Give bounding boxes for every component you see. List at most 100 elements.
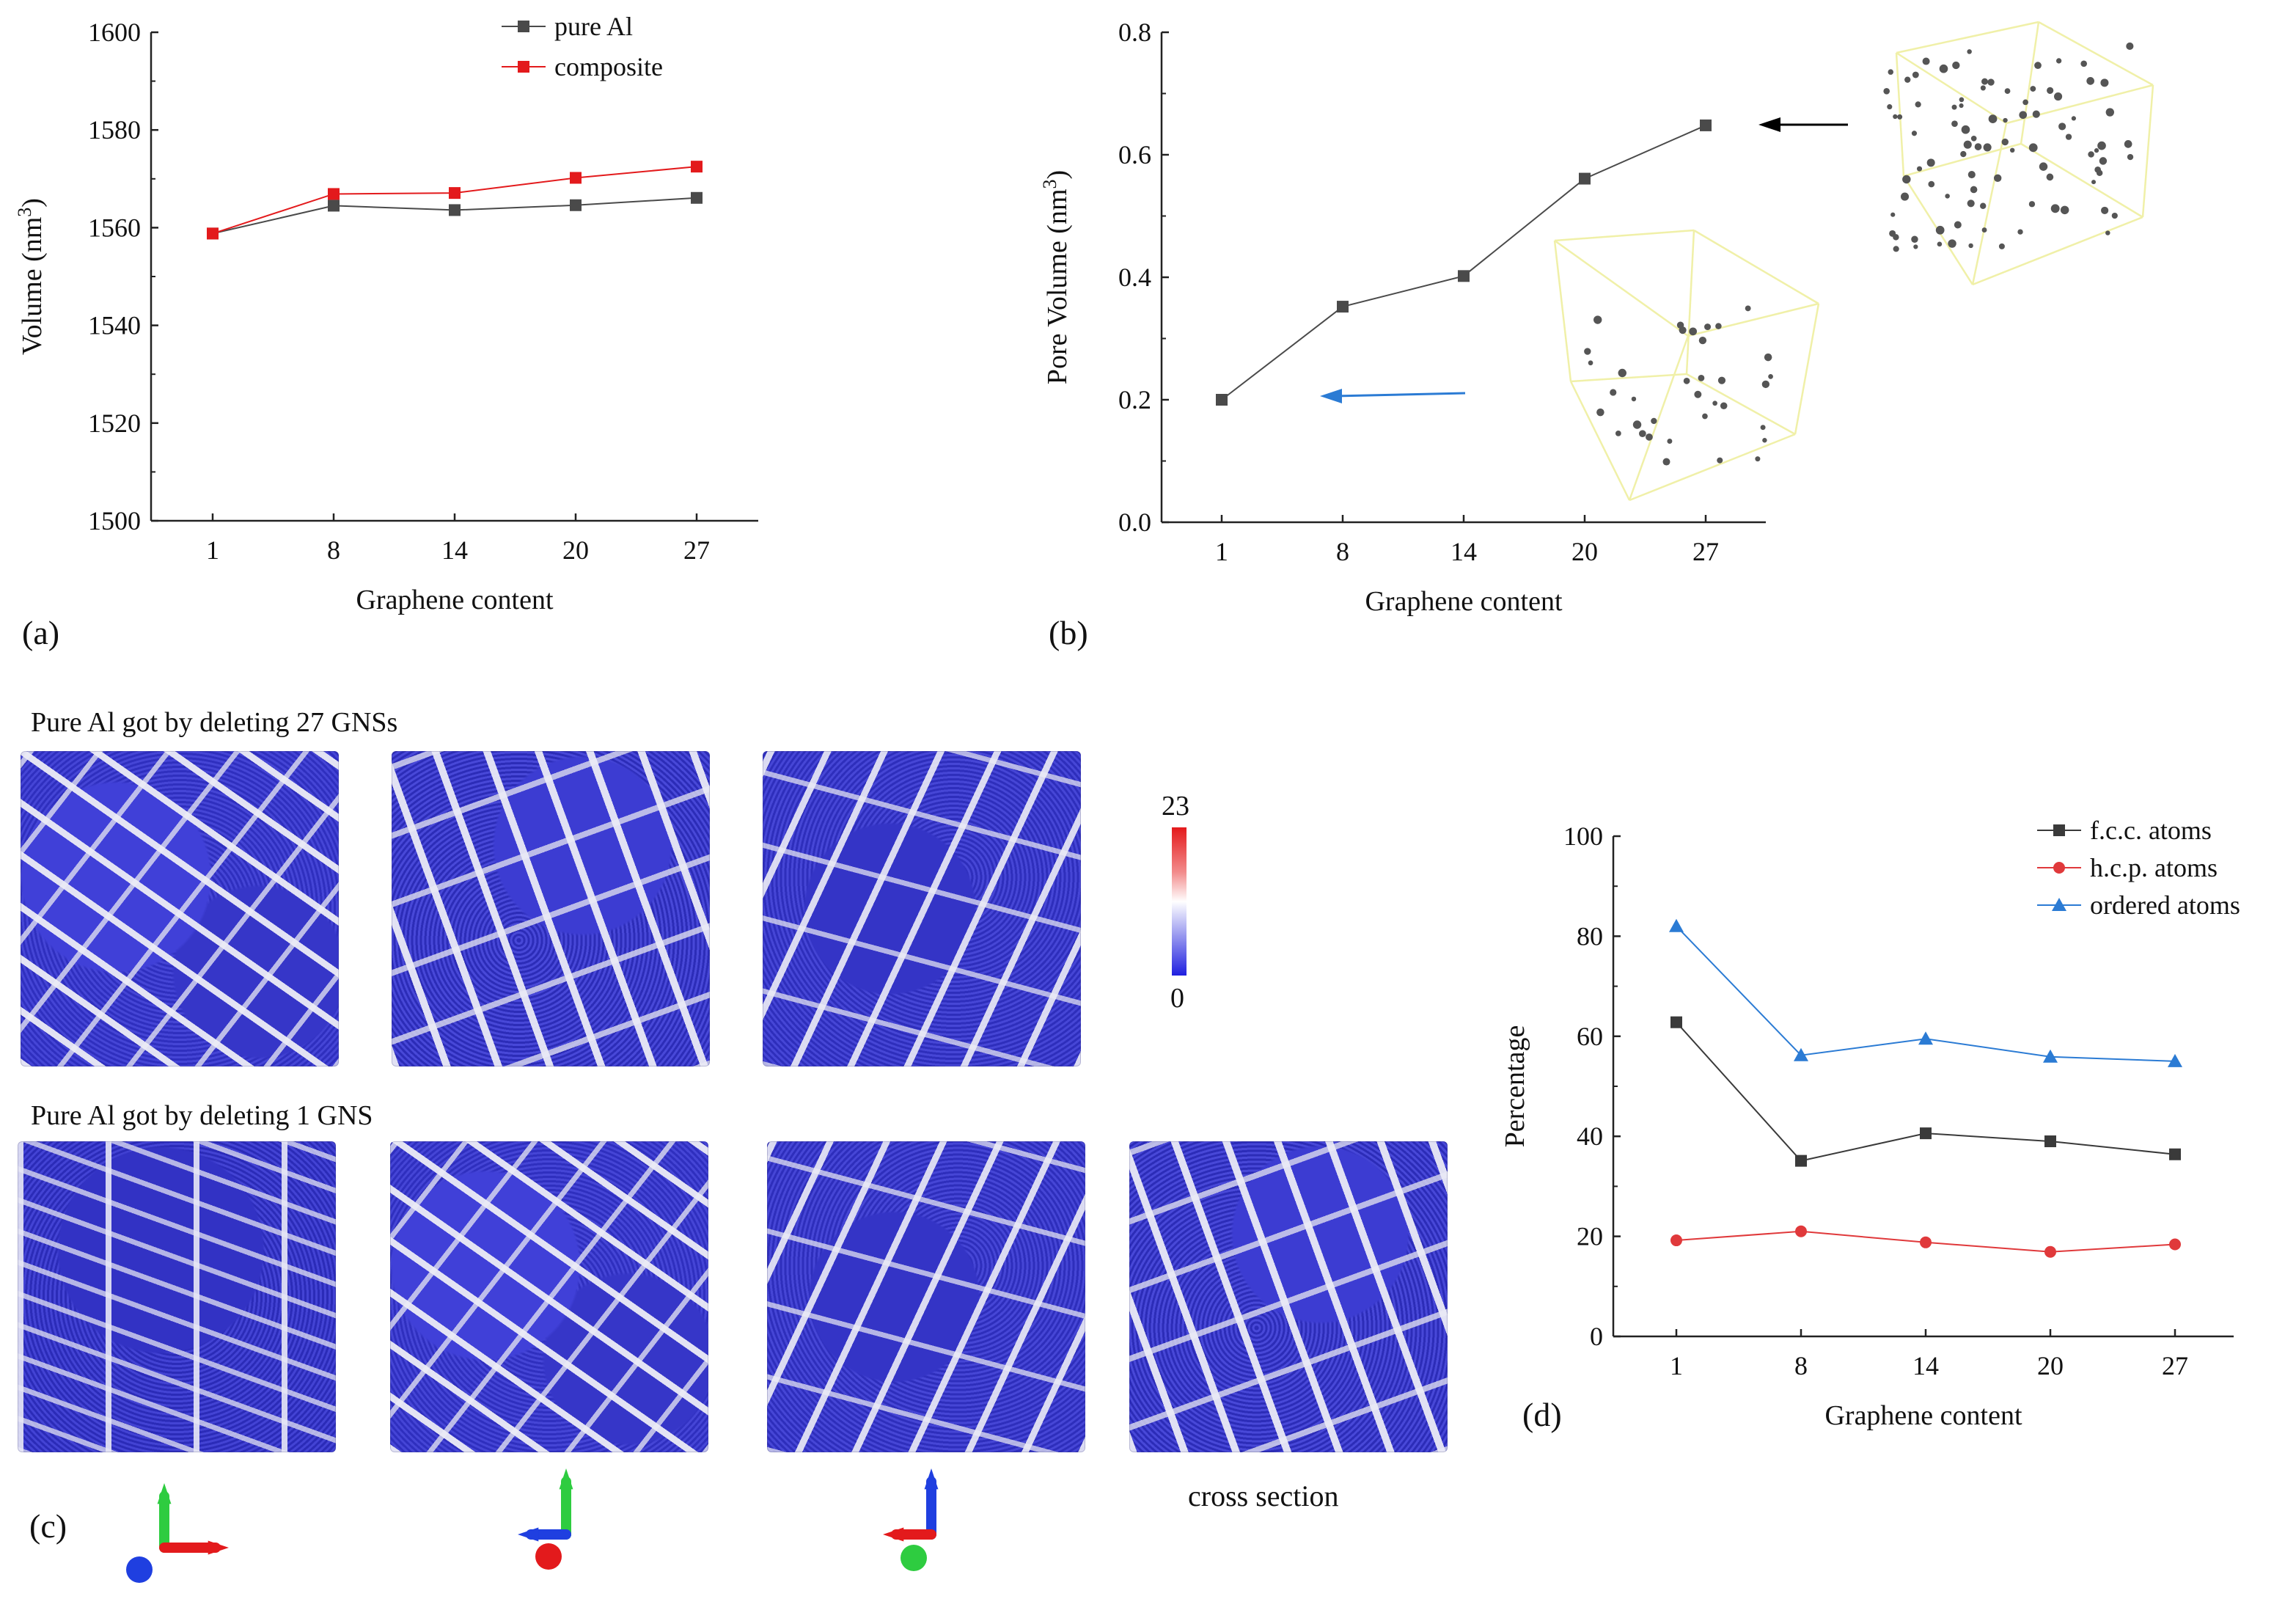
pore-dot [1993,174,2002,182]
box-edge [2038,21,2154,87]
panel-label-b: (b) [1049,614,1088,651]
pore-dot [1900,192,1910,201]
pore-dot [2105,108,2115,117]
pore-dot [1959,97,1965,103]
pore-dot [1615,431,1621,436]
data-point [2044,1245,2056,1258]
pore-dot [2094,148,2099,153]
colorbar [1172,827,1186,976]
pore-dot [2039,162,2048,171]
box-edge [1971,122,2008,285]
pore-dot [2028,201,2036,208]
triad-ball [901,1545,927,1571]
pore-dot [2032,110,2040,118]
x-tick-label: 20 [1571,537,1598,566]
pore-dot [1945,194,1950,199]
chart-a-group: 1500 1520 1540 1560 1580 1600 1 8 14 20 27 Graphene… [14,12,758,615]
arrow-blue-head [1320,389,1342,403]
pore-dot [1963,140,1972,149]
x-tick-label: 20 [562,535,589,565]
panel-label-d: (d) [1522,1396,1562,1433]
pore-dot [2088,151,2094,158]
pore-dot [1764,353,1772,362]
pore-dot [1902,175,1911,184]
y-tick-label: 80 [1577,921,1603,951]
snapshot-27gns-3 [763,751,1081,1066]
data-point [1337,301,1349,313]
triad-arrowhead [559,1468,573,1490]
pore-dot [2001,138,2009,146]
pore-dot [2080,60,2088,67]
x-tick-label: 8 [1336,537,1349,566]
x-tick-label: 8 [1794,1351,1808,1380]
pore-dot [1588,360,1593,366]
pore-dot [2091,180,2097,185]
triad-arrowhead [157,1483,172,1504]
pore-dot [2009,147,2015,153]
pore-dot [1974,143,1982,150]
data-point [1700,119,1712,131]
pore-dot [1698,374,1705,381]
pore-dot [1889,230,1896,237]
data-point [1794,1047,1808,1061]
box-edge [1554,229,1695,242]
data-point [691,191,703,204]
data-point [1670,1016,1682,1028]
box-edge [2141,84,2154,218]
pore-dot [2055,58,2062,64]
triad-arrowhead [883,1527,904,1542]
y-tick-label: 1500 [88,506,141,535]
pore-dot [1967,49,1972,54]
legend-label: h.c.p. atoms [2090,853,2218,882]
y-tick-label: 0.0 [1118,508,1151,537]
pore-dot [1937,241,1943,247]
pore-dot [1980,202,1987,209]
data-point [570,172,582,184]
pore-dot [2058,122,2066,131]
data-point [1920,1236,1932,1248]
pore-dot [1960,150,1967,158]
data-point [207,227,219,240]
pore-dot [1970,135,1977,142]
box-edge [1903,142,2022,178]
colorbar-max-label: 23 [1162,791,1189,822]
pore-dot [1948,239,1956,248]
series-line [1221,125,1706,400]
pore-dot [1702,413,1708,420]
chart-b-group: 0.0 0.2 0.4 0.6 0.8 1 8 14 20 27 Graphene content P… [1039,18,2154,617]
box-edge [1629,433,1796,502]
axis-triad-2 [518,1468,573,1570]
pore-dot [1694,390,1702,398]
pore-dot [1593,315,1602,324]
box-edge [1693,229,1819,305]
snapshot-27gns-2 [392,751,710,1066]
pore-dot [1911,131,1918,136]
pore-dot [1762,438,1767,443]
pore-dot [2022,99,2028,106]
pore-dot [1912,71,1919,78]
snapshot-27gns-1 [21,751,339,1066]
y-tick-label: 40 [1577,1122,1603,1151]
cross-section-label: cross section [1188,1479,1339,1512]
pore-dot [1715,323,1722,329]
legend-label: f.c.c. atoms [2090,816,2212,845]
box-edge [1554,239,1689,337]
data-point [2043,1049,2058,1063]
series-line [1676,1022,2176,1162]
pore-dot [2047,87,2054,94]
snapshot-1gns-1 [18,1141,336,1452]
x-tick-label: 14 [1912,1351,1939,1380]
axis-triad-1 [126,1483,229,1583]
box-edge [2020,21,2040,144]
pore-dot [1676,321,1684,329]
pore-dot [1968,243,1973,249]
pore-dot [2019,111,2028,120]
y-tick-label: 1580 [88,115,141,144]
pore-dot [1916,166,1923,172]
x-axis-title: Graphene content [1824,1400,2022,1431]
arrow-black-head [1758,117,1780,132]
pore-dot [1893,246,1899,252]
data-point [328,188,340,200]
x-tick-label: 1 [206,535,219,565]
pore-dot [1980,85,1986,91]
